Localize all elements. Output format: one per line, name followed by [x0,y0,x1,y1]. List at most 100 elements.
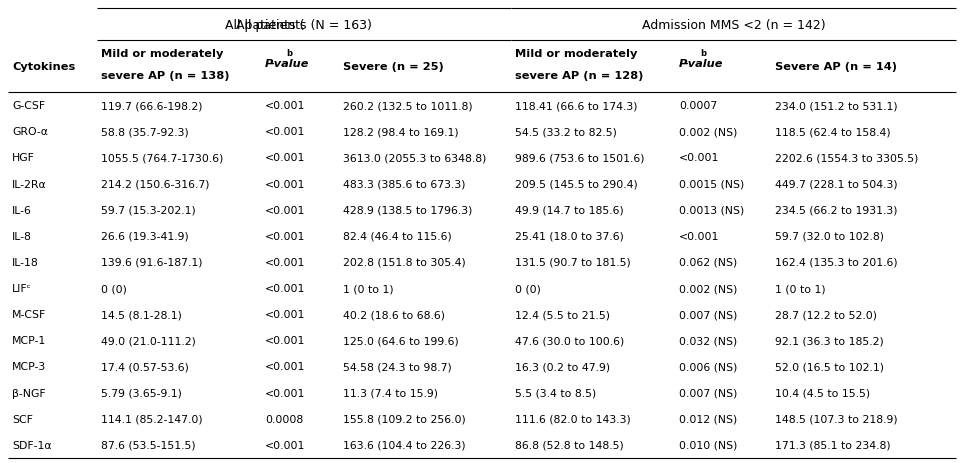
Text: IL-6: IL-6 [12,205,32,215]
Text: IL-8: IL-8 [12,232,32,241]
Text: <0.001: <0.001 [265,440,306,450]
Text: <0.001: <0.001 [265,232,306,241]
Text: 0.0013 (NS): 0.0013 (NS) [679,205,744,215]
Text: 10.4 (4.5 to 15.5): 10.4 (4.5 to 15.5) [775,388,870,398]
Text: <0.001: <0.001 [265,179,306,189]
Text: <0.001: <0.001 [265,127,306,137]
Text: 449.7 (228.1 to 504.3): 449.7 (228.1 to 504.3) [775,179,897,189]
Text: 17.4 (0.57-53.6): 17.4 (0.57-53.6) [101,362,189,372]
Text: GRO-α: GRO-α [12,127,48,137]
Text: 5.79 (3.65-9.1): 5.79 (3.65-9.1) [101,388,182,398]
Text: 125.0 (64.6 to 199.6): 125.0 (64.6 to 199.6) [343,336,459,345]
Text: P: P [265,59,273,69]
Text: 0.0008: 0.0008 [265,414,303,424]
Text: 54.5 (33.2 to 82.5): 54.5 (33.2 to 82.5) [516,127,617,137]
Text: <0.001: <0.001 [679,153,719,163]
Text: 14.5 (8.1-28.1): 14.5 (8.1-28.1) [101,310,182,319]
Text: 139.6 (91.6-187.1): 139.6 (91.6-187.1) [101,257,202,267]
Text: 214.2 (150.6-316.7): 214.2 (150.6-316.7) [101,179,210,189]
Text: <0.001: <0.001 [265,310,306,319]
Text: 119.7 (66.6-198.2): 119.7 (66.6-198.2) [101,101,202,111]
Text: b: b [286,50,292,58]
Text: 40.2 (18.6 to 68.6): 40.2 (18.6 to 68.6) [343,310,445,319]
Text: G-CSF: G-CSF [12,101,45,111]
Text: 49.0 (21.0-111.2): 49.0 (21.0-111.2) [101,336,197,345]
Text: <0.001: <0.001 [265,101,306,111]
Text: 202.8 (151.8 to 305.4): 202.8 (151.8 to 305.4) [343,257,466,267]
Text: 82.4 (46.4 to 115.6): 82.4 (46.4 to 115.6) [343,232,452,241]
Text: severe AP (​n​ = 138): severe AP (​n​ = 138) [101,71,229,81]
Text: 162.4 (135.3 to 201.6): 162.4 (135.3 to 201.6) [775,257,897,267]
Text: 163.6 (104.4 to 226.3): 163.6 (104.4 to 226.3) [343,440,466,450]
Text: 2202.6 (1554.3 to 3305.5): 2202.6 (1554.3 to 3305.5) [775,153,918,163]
Text: 155.8 (109.2 to 256.0): 155.8 (109.2 to 256.0) [343,414,466,424]
Text: SCF: SCF [12,414,33,424]
Text: 0.012 (NS): 0.012 (NS) [679,414,737,424]
Text: 59.7 (15.3-202.1): 59.7 (15.3-202.1) [101,205,196,215]
Text: 118.5 (62.4 to 158.4): 118.5 (62.4 to 158.4) [775,127,891,137]
Text: 0.0015 (NS): 0.0015 (NS) [679,179,744,189]
Text: <0.001: <0.001 [265,388,306,398]
Text: 0.032 (NS): 0.032 (NS) [679,336,737,345]
Text: β-NGF: β-NGF [12,388,45,398]
Text: 11.3 (7.4 to 15.9): 11.3 (7.4 to 15.9) [343,388,439,398]
Text: 0.0007: 0.0007 [679,101,717,111]
Text: 148.5 (107.3 to 218.9): 148.5 (107.3 to 218.9) [775,414,897,424]
Text: 234.0 (151.2 to 531.1): 234.0 (151.2 to 531.1) [775,101,897,111]
Text: Cytokines: Cytokines [12,62,75,72]
Text: <0.001: <0.001 [265,257,306,267]
Text: 0.007 (NS): 0.007 (NS) [679,310,737,319]
Text: 52.0 (16.5 to 102.1): 52.0 (16.5 to 102.1) [775,362,884,372]
Text: P: P [679,59,687,69]
Text: Severe AP (​n​ = 14): Severe AP (​n​ = 14) [775,62,897,72]
Text: 114.1 (85.2-147.0): 114.1 (85.2-147.0) [101,414,203,424]
Text: 1 (0 to 1): 1 (0 to 1) [775,283,825,294]
Text: 58.8 (35.7-92.3): 58.8 (35.7-92.3) [101,127,189,137]
Text: <0.001: <0.001 [265,205,306,215]
Text: Mild or moderately: Mild or moderately [101,49,224,59]
Text: 0.007 (NS): 0.007 (NS) [679,388,737,398]
Text: 28.7 (12.2 to 52.0): 28.7 (12.2 to 52.0) [775,310,877,319]
Text: MCP-1: MCP-1 [12,336,46,345]
Text: MCP-3: MCP-3 [12,362,46,372]
Text: <0.001: <0.001 [265,336,306,345]
Text: 111.6 (82.0 to 143.3): 111.6 (82.0 to 143.3) [516,414,631,424]
Text: 209.5 (145.5 to 290.4): 209.5 (145.5 to 290.4) [516,179,638,189]
Text: 26.6 (19.3-41.9): 26.6 (19.3-41.9) [101,232,189,241]
Text: Admission MMS <2 (​n​ = 142): Admission MMS <2 (​n​ = 142) [642,19,825,31]
Text: 118.41 (66.6 to 174.3): 118.41 (66.6 to 174.3) [516,101,638,111]
Text: 0.002 (NS): 0.002 (NS) [679,127,737,137]
Text: <0.001: <0.001 [265,153,306,163]
Text: 0.002 (NS): 0.002 (NS) [679,283,737,294]
Text: 0.010 (NS): 0.010 (NS) [679,440,737,450]
Text: 12.4 (5.5 to 21.5): 12.4 (5.5 to 21.5) [516,310,610,319]
Text: 234.5 (66.2 to 1931.3): 234.5 (66.2 to 1931.3) [775,205,897,215]
Text: 0 (0): 0 (0) [101,283,127,294]
Text: All patients (⁠​N​ = 163): All patients (⁠​N​ = 163) [236,19,372,31]
Text: 989.6 (753.6 to 1501.6): 989.6 (753.6 to 1501.6) [516,153,645,163]
Text: 0.006 (NS): 0.006 (NS) [679,362,737,372]
Text: -value: -value [684,59,724,69]
Text: 428.9 (138.5 to 1796.3): 428.9 (138.5 to 1796.3) [343,205,472,215]
Text: SDF-1α: SDF-1α [12,440,52,450]
Text: 47.6 (30.0 to 100.6): 47.6 (30.0 to 100.6) [516,336,625,345]
Text: HGF: HGF [12,153,35,163]
Text: 483.3 (385.6 to 673.3): 483.3 (385.6 to 673.3) [343,179,466,189]
Text: <0.001: <0.001 [265,283,306,294]
Text: 0.062 (NS): 0.062 (NS) [679,257,737,267]
Text: 0 (0): 0 (0) [516,283,542,294]
Text: All patients (: All patients ( [225,19,305,31]
Text: M-CSF: M-CSF [12,310,46,319]
Text: IL-18: IL-18 [12,257,39,267]
Text: LIFᶜ: LIFᶜ [12,283,32,294]
Text: 1 (0 to 1): 1 (0 to 1) [343,283,394,294]
Text: 3613.0 (2055.3 to 6348.8): 3613.0 (2055.3 to 6348.8) [343,153,487,163]
Text: 260.2 (132.5 to 1011.8): 260.2 (132.5 to 1011.8) [343,101,473,111]
Text: 171.3 (85.1 to 234.8): 171.3 (85.1 to 234.8) [775,440,891,450]
Text: 128.2 (98.4 to 169.1): 128.2 (98.4 to 169.1) [343,127,459,137]
Text: 5.5 (3.4 to 8.5): 5.5 (3.4 to 8.5) [516,388,597,398]
Text: Mild or moderately: Mild or moderately [516,49,638,59]
Text: -value: -value [270,59,309,69]
Text: IL-2Rα: IL-2Rα [12,179,46,189]
Text: 86.8 (52.8 to 148.5): 86.8 (52.8 to 148.5) [516,440,624,450]
